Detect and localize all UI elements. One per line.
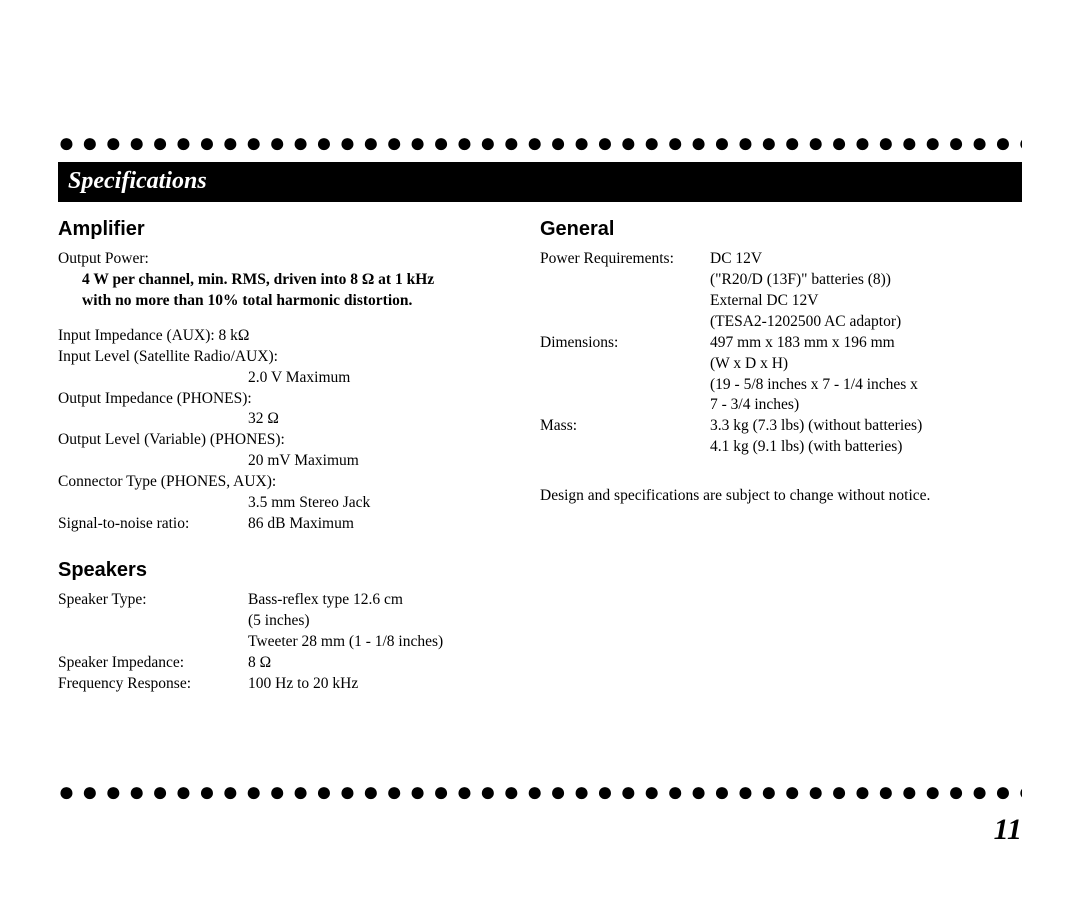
freq-response-value: 100 Hz to 20 kHz (248, 674, 526, 695)
speaker-type-value: Bass-reflex type 12.6 cm (5 inches) Twee… (248, 590, 526, 653)
power-req-label: Power Requirements: (540, 249, 710, 333)
speakers-heading: Speakers (58, 557, 526, 584)
section-title-bar: Specifications (58, 162, 1022, 202)
spacer (540, 458, 1022, 486)
dimensions-row: Dimensions: 497 mm x 183 mm x 196 mm (W … (540, 333, 1022, 417)
snr-row: Signal-to-noise ratio: 86 dB Maximum (58, 514, 526, 535)
output-level-value: 20 mV Maximum (248, 451, 526, 472)
input-impedance-aux: Input Impedance (AUX): 8 kΩ (58, 326, 526, 347)
speaker-impedance-value: 8 Ω (248, 653, 526, 674)
right-column: General Power Requirements: DC 12V ("R20… (540, 216, 1022, 695)
output-impedance-value: 32 Ω (248, 409, 526, 430)
output-power-label: Output Power: (58, 249, 526, 270)
output-level-row: 20 mV Maximum (58, 451, 526, 472)
mass-label: Mass: (540, 416, 710, 458)
input-level-value: 2.0 V Maximum (248, 368, 526, 389)
blank-label (58, 409, 248, 430)
snr-value: 86 dB Maximum (248, 514, 526, 535)
spec-columns: Amplifier Output Power: 4 W per channel,… (58, 216, 1022, 695)
power-req-row: Power Requirements: DC 12V ("R20/D (13F)… (540, 249, 1022, 333)
output-impedance-row: 32 Ω (58, 409, 526, 430)
output-power-line2: with no more than 10% total harmonic dis… (58, 291, 526, 312)
speaker-type-row: Speaker Type: Bass-reflex type 12.6 cm (… (58, 590, 526, 653)
freq-response-row: Frequency Response: 100 Hz to 20 kHz (58, 674, 526, 695)
bottom-dot-rule: ●●●●●●●●●●●●●●●●●●●●●●●●●●●●●●●●●●●●●●●●… (58, 779, 1022, 807)
amplifier-heading: Amplifier (58, 216, 526, 243)
output-level-label: Output Level (Variable) (PHONES): (58, 430, 526, 451)
speaker-impedance-label: Speaker Impedance: (58, 653, 248, 674)
output-impedance-label: Output Impedance (PHONES): (58, 389, 526, 410)
spacer (58, 312, 526, 326)
left-column: Amplifier Output Power: 4 W per channel,… (58, 216, 540, 695)
speaker-type-line2: (5 inches) (248, 611, 526, 632)
dimensions-label: Dimensions: (540, 333, 710, 417)
connector-row: 3.5 mm Stereo Jack (58, 493, 526, 514)
power-line1: DC 12V (710, 249, 1022, 270)
power-line3: External DC 12V (710, 291, 1022, 312)
connector-value: 3.5 mm Stereo Jack (248, 493, 526, 514)
mass-line1: 3.3 kg (7.3 lbs) (without batteries) (710, 416, 1022, 437)
general-heading: General (540, 216, 1022, 243)
page-number: 11 (58, 813, 1022, 847)
snr-label: Signal-to-noise ratio: (58, 514, 248, 535)
page: ●●●●●●●●●●●●●●●●●●●●●●●●●●●●●●●●●●●●●●●●… (0, 0, 1080, 909)
dimensions-value: 497 mm x 183 mm x 196 mm (W x D x H) (19… (710, 333, 1022, 417)
connector-label: Connector Type (PHONES, AUX): (58, 472, 526, 493)
blank-label (58, 451, 248, 472)
speaker-type-label: Speaker Type: (58, 590, 248, 653)
speaker-type-line1: Bass-reflex type 12.6 cm (248, 590, 526, 611)
power-line2: ("R20/D (13F)" batteries (8)) (710, 270, 1022, 291)
mass-row: Mass: 3.3 kg (7.3 lbs) (without batterie… (540, 416, 1022, 458)
mass-line2: 4.1 kg (9.1 lbs) (with batteries) (710, 437, 1022, 458)
input-level-label: Input Level (Satellite Radio/AUX): (58, 347, 526, 368)
input-level-row: 2.0 V Maximum (58, 368, 526, 389)
blank-label (58, 368, 248, 389)
output-power-line1: 4 W per channel, min. RMS, driven into 8… (58, 270, 526, 291)
mass-value: 3.3 kg (7.3 lbs) (without batteries) 4.1… (710, 416, 1022, 458)
freq-response-label: Frequency Response: (58, 674, 248, 695)
dim-line1: 497 mm x 183 mm x 196 mm (710, 333, 1022, 354)
top-dot-rule: ●●●●●●●●●●●●●●●●●●●●●●●●●●●●●●●●●●●●●●●●… (58, 130, 1022, 158)
power-line4: (TESA2-1202500 AC adaptor) (710, 312, 1022, 333)
bottom-block: ●●●●●●●●●●●●●●●●●●●●●●●●●●●●●●●●●●●●●●●●… (58, 779, 1022, 847)
speaker-impedance-row: Speaker Impedance: 8 Ω (58, 653, 526, 674)
speaker-type-line3: Tweeter 28 mm (1 - 1/8 inches) (248, 632, 526, 653)
change-notice: Design and specifications are subject to… (540, 486, 1022, 507)
dim-line4: 7 - 3/4 inches) (710, 395, 1022, 416)
dim-line3: (19 - 5/8 inches x 7 - 1/4 inches x (710, 375, 1022, 396)
blank-label (58, 493, 248, 514)
dim-line2: (W x D x H) (710, 354, 1022, 375)
power-req-value: DC 12V ("R20/D (13F)" batteries (8)) Ext… (710, 249, 1022, 333)
